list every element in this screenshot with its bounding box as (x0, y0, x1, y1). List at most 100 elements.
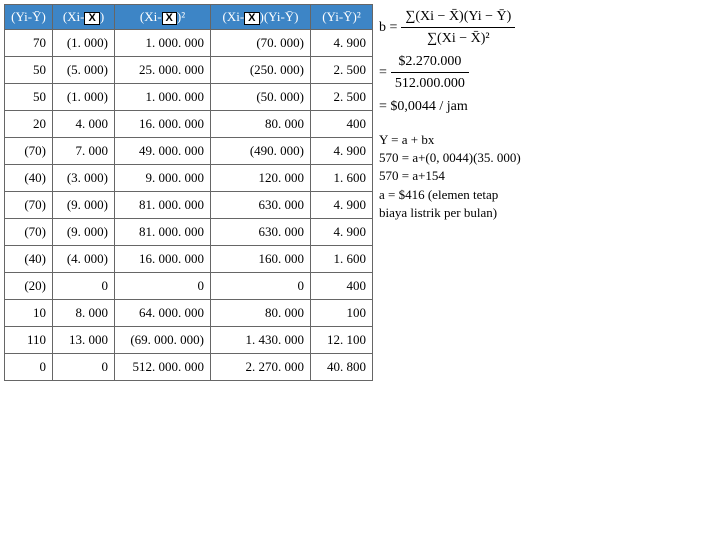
table-row: 70(1. 000)1. 000. 000(70. 000)4. 900 (5, 30, 373, 57)
table-cell: (9. 000) (53, 219, 115, 246)
table-cell: (69. 000. 000) (115, 327, 211, 354)
table-cell: (70) (5, 138, 53, 165)
hdr-text: )(Yi-Ȳ) (260, 9, 299, 24)
table-cell: (9. 000) (53, 192, 115, 219)
table-row: 11013. 000(69. 000. 000)1. 430. 00012. 1… (5, 327, 373, 354)
table-cell: 70 (5, 30, 53, 57)
formula-numerator: ∑(Xi − X̄)(Yi − Ȳ) (401, 6, 515, 28)
table-row: (40)(4. 000)16. 000. 000160. 0001. 600 (5, 246, 373, 273)
table-cell: 630. 000 (211, 219, 311, 246)
side-panel: b = ∑(Xi − X̄)(Yi − Ȳ) ∑(Xi − X̄)² = $2.… (379, 4, 521, 222)
table-cell: 0 (5, 354, 53, 381)
table-cell: 120. 000 (211, 165, 311, 192)
table-cell: 80. 000 (211, 111, 311, 138)
table-cell: 512. 000. 000 (115, 354, 211, 381)
table-cell: 50 (5, 57, 53, 84)
table-cell: 25. 000. 000 (115, 57, 211, 84)
table-cell: 4. 000 (53, 111, 115, 138)
table-cell: (70. 000) (211, 30, 311, 57)
table-cell: 2. 270. 000 (211, 354, 311, 381)
table-cell: 20 (5, 111, 53, 138)
table-cell: 160. 000 (211, 246, 311, 273)
regression-table: (Yi-Ȳ) (Xi-X) (Xi-X)² (Xi-X)(Yi-Ȳ) (Yi-Ȳ… (4, 4, 373, 381)
table-cell: 4. 900 (311, 192, 373, 219)
note-line: biaya listrik per bulan) (379, 204, 521, 222)
hdr-text: ) (100, 9, 104, 24)
table-cell: 0 (115, 273, 211, 300)
col-header-yiybar-sq: (Yi-Ȳ)² (311, 5, 373, 30)
hdr-text: (Xi- (222, 9, 244, 24)
formula-fraction: ∑(Xi − X̄)(Yi − Ȳ) ∑(Xi − X̄)² (401, 6, 515, 49)
notes-block: Y = a + bx 570 = a+(0, 0044)(35. 000) 57… (379, 131, 521, 222)
table-cell: (50. 000) (211, 84, 311, 111)
table-cell: (20) (5, 273, 53, 300)
xbar-icon: X (162, 12, 177, 25)
col-header-cross: (Xi-X)(Yi-Ȳ) (211, 5, 311, 30)
table-cell: (250. 000) (211, 57, 311, 84)
table-cell: 1. 000. 000 (115, 84, 211, 111)
table-cell: 13. 000 (53, 327, 115, 354)
table-cell: 0 (53, 273, 115, 300)
col-header-yiybar: (Yi-Ȳ) (5, 5, 53, 30)
table-header-row: (Yi-Ȳ) (Xi-X) (Xi-X)² (Xi-X)(Yi-Ȳ) (Yi-Ȳ… (5, 5, 373, 30)
formula-denominator: ∑(Xi − X̄)² (401, 28, 515, 49)
table-cell: (490. 000) (211, 138, 311, 165)
table-cell: 1. 600 (311, 165, 373, 192)
table-cell: (70) (5, 219, 53, 246)
table-row: 50(5. 000)25. 000. 000(250. 000)2. 500 (5, 57, 373, 84)
table-cell: 12. 100 (311, 327, 373, 354)
table-row: (70)(9. 000)81. 000. 000630. 0004. 900 (5, 192, 373, 219)
table-cell: (40) (5, 165, 53, 192)
xbar-icon: X (84, 12, 99, 25)
table-cell: 0 (211, 273, 311, 300)
table-cell: 40. 800 (311, 354, 373, 381)
formula-lhs: b = (379, 17, 397, 38)
formula-eq1-num: $2.270.000 (391, 51, 469, 73)
table-cell: 400 (311, 111, 373, 138)
table-row: 00512. 000. 0002. 270. 00040. 800 (5, 354, 373, 381)
table-cell: 0 (53, 354, 115, 381)
hdr-text: (Xi- (63, 9, 85, 24)
table-cell: 49. 000. 000 (115, 138, 211, 165)
table-cell: 110 (5, 327, 53, 354)
table-cell: 8. 000 (53, 300, 115, 327)
table-cell: 100 (311, 300, 373, 327)
table-cell: 1. 430. 000 (211, 327, 311, 354)
table-cell: 2. 500 (311, 84, 373, 111)
table-cell: 2. 500 (311, 57, 373, 84)
table-cell: (70) (5, 192, 53, 219)
table-cell: (4. 000) (53, 246, 115, 273)
table-cell: 81. 000. 000 (115, 219, 211, 246)
xbar-icon: X (244, 12, 259, 25)
note-line: Y = a + bx (379, 131, 521, 149)
table-cell: 1. 600 (311, 246, 373, 273)
table-row: 50(1. 000)1. 000. 000(50. 000)2. 500 (5, 84, 373, 111)
table-cell: 7. 000 (53, 138, 115, 165)
table-cell: 16. 000. 000 (115, 111, 211, 138)
formula-eq1-lhs: = (379, 62, 387, 83)
table-cell: 80. 000 (211, 300, 311, 327)
col-header-xixbar-sq: (Xi-X)² (115, 5, 211, 30)
formula-eq1-fraction: $2.270.000 512.000.000 (391, 51, 469, 94)
hdr-text: (Xi- (140, 9, 162, 24)
table-cell: 64. 000. 000 (115, 300, 211, 327)
table-cell: 10 (5, 300, 53, 327)
note-line: 570 = a+(0, 0044)(35. 000) (379, 149, 521, 167)
table-cell: (40) (5, 246, 53, 273)
table-cell: (3. 000) (53, 165, 115, 192)
table-cell: 1. 000. 000 (115, 30, 211, 57)
table-cell: 4. 900 (311, 138, 373, 165)
formula-eq1-den: 512.000.000 (391, 73, 469, 94)
table-cell: 400 (311, 273, 373, 300)
table-row: (70)(9. 000)81. 000. 000630. 0004. 900 (5, 219, 373, 246)
col-header-xixbar: (Xi-X) (53, 5, 115, 30)
note-line: a = $416 (elemen tetap (379, 186, 521, 204)
table-row: (20)000400 (5, 273, 373, 300)
table-cell: 4. 900 (311, 30, 373, 57)
table-cell: (1. 000) (53, 84, 115, 111)
table-row: 204. 00016. 000. 00080. 000400 (5, 111, 373, 138)
table-cell: 81. 000. 000 (115, 192, 211, 219)
table-row: 108. 00064. 000. 00080. 000100 (5, 300, 373, 327)
table-cell: (1. 000) (53, 30, 115, 57)
table-cell: 16. 000. 000 (115, 246, 211, 273)
